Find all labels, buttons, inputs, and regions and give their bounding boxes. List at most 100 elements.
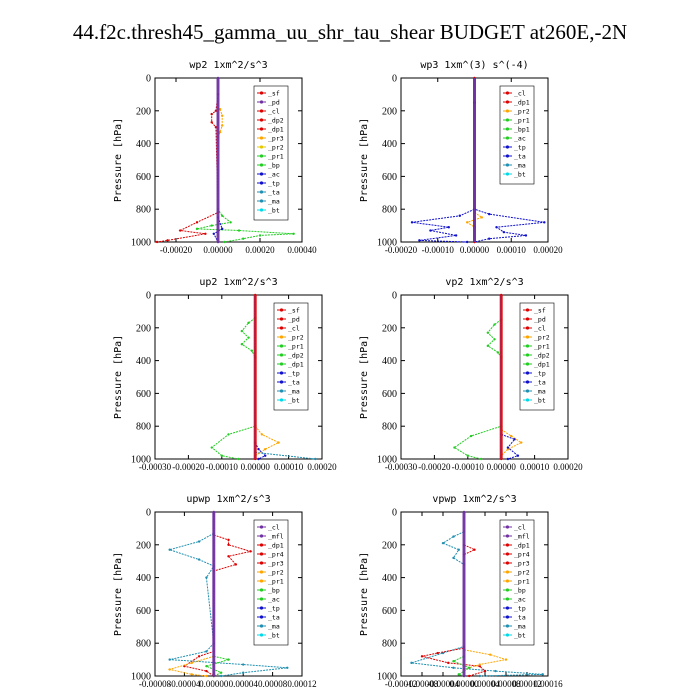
legend-label: _ma bbox=[268, 623, 280, 631]
legend-label: _dp1 bbox=[534, 361, 550, 369]
data-point bbox=[504, 658, 508, 661]
legend-label: _pd bbox=[534, 316, 546, 324]
data-point bbox=[483, 669, 487, 673]
legend-label: _pr2 bbox=[268, 569, 284, 577]
legend-label: _bt bbox=[268, 207, 280, 215]
x-tick-label: -0.00010 bbox=[206, 462, 239, 472]
data-point bbox=[486, 344, 490, 348]
data-point bbox=[234, 563, 238, 566]
y-tick-label: 800 bbox=[136, 205, 151, 216]
legend-marker bbox=[505, 145, 510, 149]
data-point bbox=[493, 323, 496, 326]
legend-marker bbox=[259, 208, 264, 212]
series-line bbox=[501, 433, 519, 460]
legend-marker bbox=[259, 597, 264, 601]
legend-label: _ta bbox=[288, 379, 300, 387]
legend-label: _cl bbox=[288, 325, 300, 333]
legend-label: _cl bbox=[268, 108, 280, 116]
data-point bbox=[441, 541, 445, 545]
data-point bbox=[210, 224, 213, 227]
legend-label: _pr3 bbox=[268, 135, 284, 143]
data-point bbox=[205, 669, 208, 673]
legend-label: _bt bbox=[534, 397, 546, 405]
data-point bbox=[469, 434, 473, 438]
legend: _cl_dp1_pr2_pr1_bp1_ac_tp_ta_ma_bt bbox=[499, 85, 535, 185]
legend-label: _pr3 bbox=[268, 560, 284, 568]
legend-marker bbox=[525, 317, 530, 321]
data-point bbox=[257, 447, 260, 451]
panel-2: wp3 1xm^(3) s^(-4) Pressure [hPa] 0 200 400 6… bbox=[359, 60, 563, 255]
data-point bbox=[292, 232, 295, 235]
data-point bbox=[493, 338, 496, 341]
legend-label: _sf bbox=[534, 307, 546, 315]
data-point bbox=[506, 457, 510, 461]
legend-marker bbox=[505, 127, 510, 131]
legend-marker bbox=[505, 615, 510, 619]
x-tick-label: -0.00020 bbox=[418, 462, 451, 472]
data-point bbox=[541, 673, 544, 676]
legend-marker bbox=[259, 190, 264, 194]
data-point bbox=[466, 454, 469, 457]
data-point bbox=[520, 441, 523, 444]
legend-label: _ta bbox=[268, 189, 280, 197]
y-tick-label: 800 bbox=[136, 422, 151, 433]
legend-marker bbox=[505, 570, 510, 574]
y-tick-label: 0 bbox=[392, 291, 397, 302]
legend-label: _ma bbox=[514, 162, 526, 170]
legend-marker bbox=[259, 154, 264, 158]
data-point bbox=[179, 229, 182, 232]
legend-marker bbox=[525, 389, 530, 393]
data-point bbox=[257, 457, 260, 461]
legend-label: _ma bbox=[288, 388, 300, 396]
data-point bbox=[488, 212, 491, 216]
legend-marker bbox=[505, 561, 510, 565]
legend-label: _bt bbox=[288, 397, 300, 405]
data-point bbox=[168, 668, 171, 671]
data-point bbox=[227, 543, 230, 546]
data-point bbox=[410, 661, 413, 665]
x-tick-label: 0.00020 bbox=[533, 245, 563, 255]
legend-marker bbox=[505, 154, 510, 158]
x-tick-label: 0.00000 bbox=[449, 679, 479, 689]
legend-label: _pr1 bbox=[288, 343, 304, 351]
legend-label: _dp2 bbox=[534, 352, 550, 360]
legend-label: _dp1 bbox=[514, 542, 530, 550]
y-tick-label: 400 bbox=[382, 139, 397, 150]
x-tick-label: -0.00008 bbox=[139, 679, 172, 689]
y-axis-label: Pressure [hPa] bbox=[359, 118, 370, 202]
data-point bbox=[264, 454, 267, 457]
legend-marker bbox=[279, 326, 284, 330]
data-point bbox=[452, 666, 455, 669]
data-point bbox=[219, 671, 223, 674]
y-tick-label: 200 bbox=[136, 540, 151, 551]
legend-marker bbox=[259, 588, 264, 592]
x-tick-label: -0.00010 bbox=[422, 245, 455, 255]
legend-box bbox=[273, 302, 309, 411]
series-line bbox=[254, 442, 267, 460]
y-tick-label: 1000 bbox=[131, 672, 151, 683]
data-point bbox=[452, 535, 455, 538]
x-tick-label: 0.00012 bbox=[512, 679, 541, 689]
plot-frame bbox=[400, 511, 549, 677]
legend-marker bbox=[259, 534, 264, 538]
data-point bbox=[242, 671, 245, 674]
legend-marker bbox=[259, 624, 264, 628]
legend-marker bbox=[259, 91, 264, 95]
y-tick-label: 200 bbox=[382, 540, 397, 551]
data-point bbox=[496, 351, 500, 354]
data-point bbox=[452, 556, 455, 560]
legend-marker bbox=[525, 335, 530, 339]
legend-marker bbox=[259, 579, 264, 583]
series-line bbox=[500, 429, 523, 457]
legend-marker bbox=[505, 624, 510, 628]
y-tick-label: 800 bbox=[382, 205, 397, 216]
legend-label: _dp1 bbox=[268, 126, 284, 134]
data-point bbox=[495, 226, 498, 229]
data-point bbox=[480, 216, 484, 219]
legend-label: _cl bbox=[514, 90, 526, 98]
legend-label: _tp bbox=[288, 370, 300, 378]
panel-title: wp3 1xm^(3) s^(-4) bbox=[420, 60, 528, 71]
x-tick-label: 0.00000 bbox=[487, 462, 517, 472]
y-tick-label: 800 bbox=[382, 639, 397, 650]
